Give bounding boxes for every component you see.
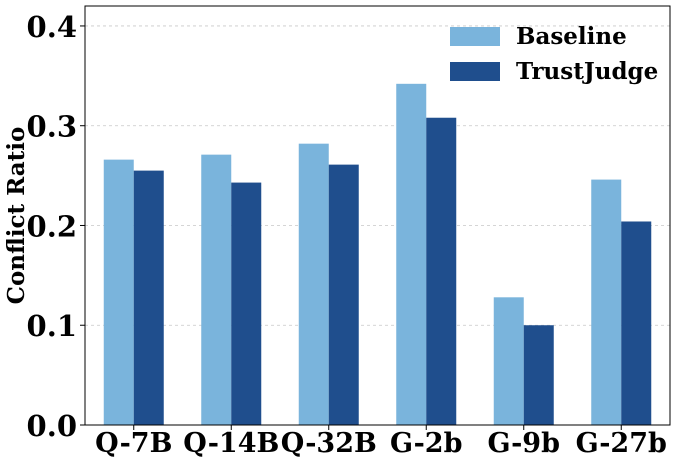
x-axis-ticks: Q-7B Q-14B Q-32B G-2b G-9b G-27b bbox=[95, 425, 667, 459]
y-axis-label: Conflict Ratio bbox=[3, 127, 30, 305]
legend-swatch-baseline bbox=[450, 27, 500, 46]
x-tick-label: G-27b bbox=[576, 428, 667, 459]
bar-baseline-q-14b bbox=[201, 154, 232, 425]
grid-lines bbox=[85, 25, 670, 326]
bar-baseline-q-32b bbox=[298, 143, 329, 425]
bar-trustjudge-g-2b bbox=[426, 117, 457, 425]
x-tick-label: Q-14B bbox=[183, 428, 279, 459]
bar-baseline-g-9b bbox=[493, 297, 524, 425]
y-tick-label: 0.4 bbox=[27, 10, 77, 44]
bar-trustjudge-q-14b bbox=[231, 182, 262, 425]
y-tick-label: 0.1 bbox=[27, 309, 77, 343]
bar-trustjudge-q-32b bbox=[328, 164, 359, 425]
x-tick-label: G-2b bbox=[390, 428, 462, 459]
y-axis-ticks: 0.0 0.1 0.2 0.3 0.4 bbox=[27, 10, 85, 443]
legend-swatch-trustjudge bbox=[450, 62, 500, 81]
bar-baseline-q-7b bbox=[103, 159, 134, 425]
bars bbox=[103, 83, 652, 426]
legend-label-trustjudge: TrustJudge bbox=[516, 58, 658, 85]
plot-frame bbox=[84, 5, 671, 426]
y-tick-label: 0.3 bbox=[27, 110, 77, 144]
bar-trustjudge-g-9b bbox=[523, 325, 554, 425]
x-tick-label: Q-32B bbox=[281, 428, 377, 459]
legend: Baseline TrustJudge bbox=[450, 23, 658, 85]
legend-label-baseline: Baseline bbox=[516, 23, 627, 50]
x-tick-label: Q-7B bbox=[95, 428, 172, 459]
bar-baseline-g-27b bbox=[591, 179, 622, 425]
x-tick-label: G-9b bbox=[488, 428, 560, 459]
bar-baseline-g-2b bbox=[396, 83, 427, 426]
bar-trustjudge-g-27b bbox=[621, 221, 652, 425]
y-tick-label: 0.0 bbox=[27, 409, 77, 443]
bar-trustjudge-q-7b bbox=[133, 170, 164, 425]
y-tick-label: 0.2 bbox=[27, 209, 77, 243]
